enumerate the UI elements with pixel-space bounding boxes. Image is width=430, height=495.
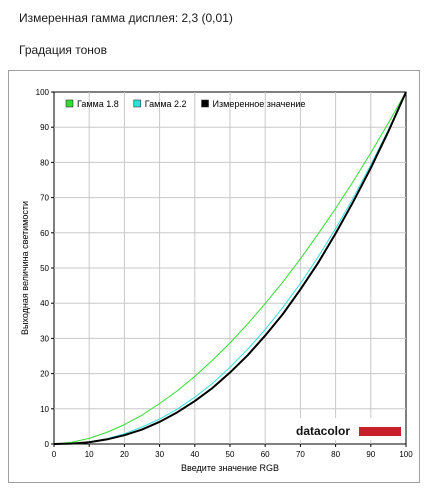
x-tick-label: 80 — [331, 450, 340, 459]
x-axis-label: Введите значение RGB — [181, 463, 279, 473]
y-tick-label: 60 — [40, 229, 49, 238]
legend-swatch-1 — [65, 99, 74, 108]
x-tick-label: 100 — [399, 450, 413, 459]
x-tick-label: 70 — [296, 450, 305, 459]
logo-red-bar — [359, 427, 401, 436]
legend: Гамма 1.8 Гамма 2.2 Измеренное значение — [65, 99, 306, 109]
legend-swatch-2 — [133, 99, 142, 108]
tone-gradation-chart: 0 10 20 30 40 50 60 70 80 90 100 0 10 20 30 40 50 60 70 80 9… — [8, 70, 420, 483]
x-tick-label: 50 — [226, 450, 235, 459]
legend-label-2: Гамма 2.2 — [145, 99, 187, 109]
grid — [54, 92, 406, 444]
x-tick-label: 40 — [190, 450, 199, 459]
series-line-3 — [53, 91, 407, 445]
x-tick-label: 20 — [120, 450, 129, 459]
y-tick-label: 40 — [40, 299, 49, 308]
y-tick-label: 0 — [45, 440, 50, 449]
y-tick-label: 10 — [40, 405, 49, 414]
legend-label-1: Гамма 1.8 — [77, 99, 119, 109]
y-tick-label: 100 — [36, 88, 50, 97]
logo-text: datacolor — [296, 424, 350, 438]
series-line-1 — [53, 91, 407, 445]
y-tick-label: 90 — [40, 123, 49, 132]
ticks: 0 10 20 30 40 50 60 70 80 90 100 0 10 20 30 40 50 60 70 80 9… — [36, 88, 414, 459]
x-tick-label: 60 — [261, 450, 270, 459]
x-tick-label: 10 — [85, 450, 94, 459]
legend-label-3: Измеренное значение — [213, 99, 306, 109]
y-tick-label: 50 — [40, 264, 49, 273]
y-tick-label: 20 — [40, 370, 49, 379]
legend-swatch-3 — [201, 99, 209, 108]
x-tick-label: 30 — [155, 450, 164, 459]
y-axis-label: Выходная величина светимости — [20, 201, 30, 335]
datacolor-logo: datacolor — [292, 418, 404, 440]
section-title: Градация тонов — [19, 43, 107, 57]
x-tick-label: 90 — [366, 450, 375, 459]
measured-gamma-text: Измеренная гамма дисплея: 2,3 (0,01) — [19, 11, 233, 25]
y-tick-label: 30 — [40, 334, 49, 343]
y-tick-label: 70 — [40, 194, 49, 203]
x-tick-label: 0 — [52, 450, 57, 459]
y-tick-label: 80 — [40, 158, 49, 167]
series-group — [53, 91, 407, 445]
chart-svg: 0 10 20 30 40 50 60 70 80 90 100 0 10 20 30 40 50 60 70 80 9… — [20, 88, 414, 473]
